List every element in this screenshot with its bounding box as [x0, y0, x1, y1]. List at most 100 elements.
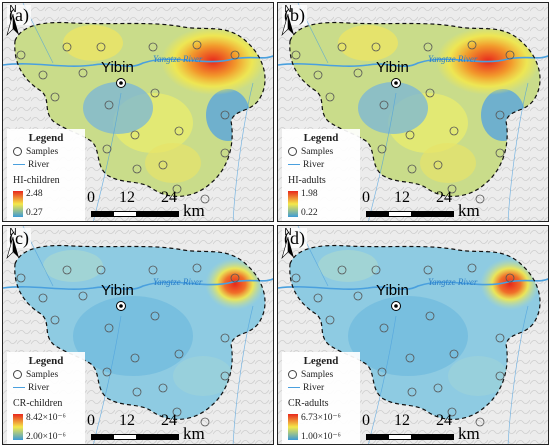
tributary — [368, 315, 397, 444]
sample-point-icon — [174, 126, 184, 136]
yangtze-river — [3, 278, 273, 290]
color-ramp — [288, 414, 298, 440]
scale-tick: 0 — [362, 412, 370, 429]
scale-tick: 12 — [394, 412, 410, 429]
legend-river: River — [288, 383, 324, 393]
sample-point-icon — [405, 130, 415, 140]
sample-point-icon — [325, 92, 335, 102]
map-panel: (d) N Yibin Yangtze River Legend Samples… — [277, 225, 549, 445]
sample-point-icon — [174, 349, 184, 359]
sample-point-icon — [495, 110, 505, 120]
sample-point-icon — [16, 50, 26, 60]
sample-point-icon — [447, 184, 457, 194]
sample-point-icon — [148, 265, 158, 275]
river-name-label: Yangtze River — [153, 54, 203, 64]
legend-min-value: 0.22 — [301, 208, 318, 218]
tributary — [507, 305, 529, 444]
river-line-icon — [288, 387, 300, 389]
river-line-icon — [13, 387, 25, 389]
legend-title: Legend — [303, 132, 339, 144]
sample-point-icon — [13, 147, 22, 157]
sample-point-icon — [230, 50, 240, 60]
sample-point-icon — [220, 110, 230, 120]
map-panel: (c) N Yibin Yangtze River Legend Samples… — [2, 225, 274, 445]
legend-river: River — [288, 160, 324, 170]
sample-point-icon — [449, 126, 459, 136]
sample-point-icon — [158, 160, 168, 170]
sample-point-icon — [220, 148, 230, 158]
legend-layer-name: CR-children — [13, 398, 63, 409]
tributary — [93, 92, 122, 221]
region-boundary — [289, 21, 541, 197]
legend: Legend Samples River CR-children 8.42×10… — [7, 352, 85, 444]
svg-text:N: N — [284, 4, 291, 15]
legend-max-value: 8.42×10⁻⁶ — [26, 413, 66, 423]
sample-point-icon — [102, 367, 112, 377]
sample-point-icon — [423, 265, 433, 275]
sample-point-icon — [353, 68, 363, 78]
sample-point-icon — [291, 273, 301, 283]
sample-point-icon — [475, 194, 485, 204]
sample-point-icon — [16, 273, 26, 283]
scale-bar: 0 12 24 km — [87, 412, 217, 444]
scale-tick: 0 — [87, 412, 95, 429]
legend-max-value: 6.73×10⁻⁶ — [301, 413, 341, 423]
map-panel: (a) N Yibin Yangtze River Legend Samples… — [2, 2, 274, 222]
sample-point-icon — [78, 291, 88, 301]
north-arrow-icon: N — [6, 4, 19, 37]
sample-point-icon — [325, 315, 335, 325]
sample-point-icon — [313, 293, 323, 303]
scale-unit: km — [458, 201, 480, 220]
city-marker-icon — [391, 78, 401, 88]
sample-point-icon — [132, 164, 142, 174]
city-marker-icon — [116, 301, 126, 311]
sample-point-icon — [192, 40, 202, 50]
city-marker-icon — [391, 301, 401, 311]
sample-point-icon — [150, 311, 160, 321]
color-ramp — [13, 191, 23, 217]
sample-point-icon — [447, 407, 457, 417]
north-arrow-icon: N — [6, 227, 19, 260]
sample-point-icon — [495, 371, 505, 381]
north-arrow-icon: N — [281, 227, 294, 260]
scale-tick: 12 — [119, 412, 135, 429]
legend-layer-name: HI-adults — [288, 175, 326, 186]
sample-point-icon — [288, 147, 297, 157]
legend: Legend Samples River HI-adults 1.98 0.22 — [282, 129, 360, 221]
legend-title: Legend — [303, 355, 339, 367]
sample-point-icon — [230, 273, 240, 283]
sample-point-icon — [505, 273, 515, 283]
scale-tick: 0 — [87, 189, 95, 206]
legend-layer-name: CR-adults — [288, 398, 329, 409]
legend-max-value: 1.98 — [301, 189, 318, 199]
sample-point-icon — [379, 100, 389, 110]
sample-point-icon — [495, 148, 505, 158]
sample-point-icon — [172, 184, 182, 194]
legend: Legend Samples River HI-children 2.48 0.… — [7, 129, 85, 221]
scale-tick: 24 — [161, 412, 177, 429]
legend-min-value: 0.27 — [26, 208, 43, 218]
sample-point-icon — [50, 315, 60, 325]
sample-point-icon — [172, 407, 182, 417]
sample-point-icon — [104, 100, 114, 110]
tributary — [368, 92, 397, 221]
sample-point-icon — [148, 42, 158, 52]
sample-point-icon — [371, 265, 381, 275]
city-label: Yibin — [376, 282, 409, 299]
sample-point-icon — [425, 311, 435, 321]
scale-tick: 12 — [394, 189, 410, 206]
scale-tick: 24 — [436, 412, 452, 429]
sample-point-icon — [50, 92, 60, 102]
scale-unit: km — [458, 424, 480, 443]
sample-point-icon — [62, 265, 72, 275]
scale-bar: 0 12 24 km — [362, 412, 492, 444]
sample-point-icon — [130, 130, 140, 140]
sample-point-icon — [288, 370, 297, 380]
tributary — [232, 305, 254, 444]
sample-point-icon — [150, 88, 160, 98]
legend-min-value: 1.00×10⁻⁶ — [301, 432, 341, 442]
scale-tick: 0 — [362, 189, 370, 206]
sample-point-icon — [130, 353, 140, 363]
legend-title: Legend — [28, 132, 64, 144]
